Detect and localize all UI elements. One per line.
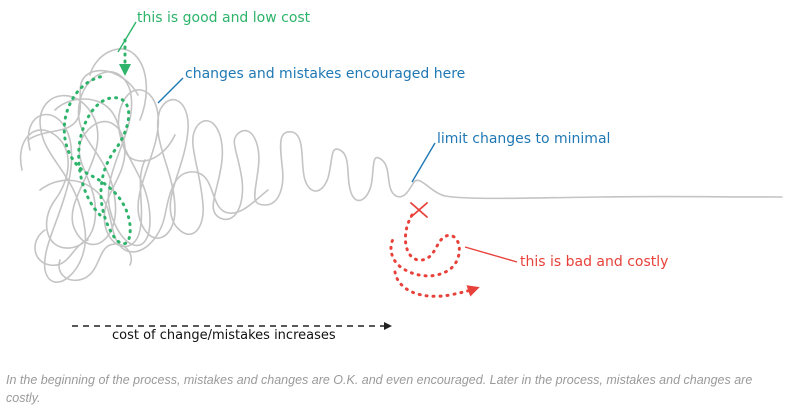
figure-caption: In the beginning of the process, mistake… [6, 373, 753, 405]
cross-icon [410, 202, 428, 218]
limit-label: limit changes to minimal [437, 131, 611, 147]
bad-spiral [389, 213, 480, 298]
bad-callout-line [464, 246, 518, 263]
process-scribble [19, 48, 783, 283]
cost-axis-label: cost of change/mistakes increases [112, 328, 336, 343]
good-callout-line [117, 21, 137, 53]
limit-callout-line [411, 142, 436, 183]
bad-label: this is bad and costly [520, 254, 669, 270]
good-label: this is good and low cost [137, 10, 311, 26]
good-loop [62, 38, 132, 246]
encouraged-callout-line [157, 77, 184, 104]
process-diagram [19, 21, 783, 330]
encouraged-label: changes and mistakes encouraged here [185, 66, 466, 82]
